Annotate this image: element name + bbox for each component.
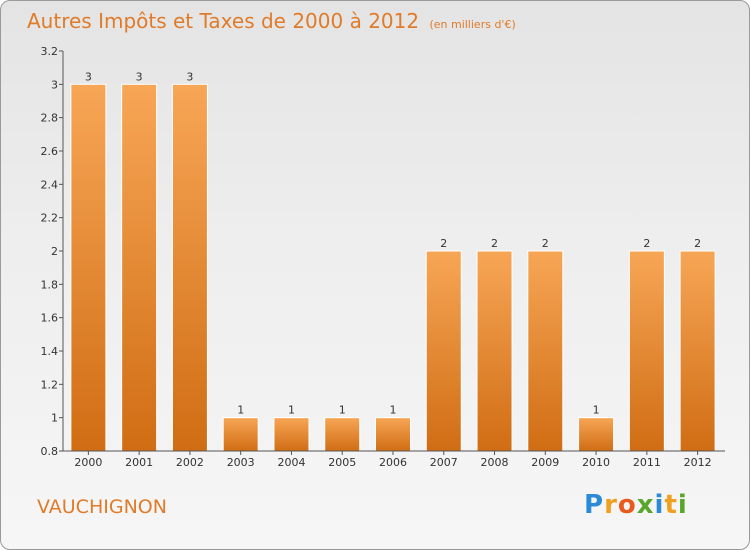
bar [476, 250, 513, 452]
logo-letter: x [636, 490, 655, 520]
x-tick-label: 2005 [328, 456, 356, 469]
x-tick-label: 2008 [481, 456, 509, 469]
y-tick-label: 0.8 [41, 445, 59, 458]
chart-subtitle: (en milliers d'€) [429, 18, 516, 31]
x-tick-label: 2011 [633, 456, 661, 469]
y-tick-label: 1.6 [41, 312, 59, 325]
y-tick-label: 1.4 [41, 345, 59, 358]
bar [273, 417, 310, 452]
logo-letter: t [664, 490, 678, 520]
data-label: 1 [339, 404, 346, 417]
bar [70, 83, 107, 452]
logo-letter: o [617, 490, 637, 520]
data-label: 2 [542, 237, 549, 250]
data-label: 2 [643, 237, 650, 250]
chart-title: Autres Impôts et Taxes de 2000 à 2012 (e… [27, 9, 516, 33]
x-tick-label: 2010 [582, 456, 610, 469]
data-label: 2 [694, 237, 701, 250]
x-tick-label: 2003 [227, 456, 255, 469]
chart-title-text: Autres Impôts et Taxes de 2000 à 2012 [27, 9, 420, 33]
axes-group: 2000 2001 2002 2003 2004 2005 2006 2007 2008 2009… [41, 45, 725, 469]
logo-letter: i [677, 490, 688, 520]
logo-letter: i [654, 490, 665, 520]
x-tick-label: 2006 [379, 456, 407, 469]
x-tick-label: 2009 [531, 456, 559, 469]
y-tick-label: 1.2 [41, 378, 59, 391]
logo-letter: P [584, 490, 605, 520]
bar [425, 250, 462, 452]
y-tick-label: 3 [51, 78, 58, 91]
data-label: 1 [593, 404, 600, 417]
x-tick-label: 2001 [125, 456, 153, 469]
bar [324, 417, 361, 452]
bar [171, 83, 208, 452]
bar [679, 250, 716, 452]
x-tick-label: 2004 [277, 456, 305, 469]
x-tick-label: 2000 [74, 456, 102, 469]
y-tick-label: 2.8 [41, 112, 59, 125]
x-tick-label: 2012 [684, 456, 712, 469]
data-label: 1 [288, 404, 295, 417]
y-tick-label: 1.8 [41, 278, 59, 291]
bar [375, 417, 411, 452]
y-tick-label: 3.2 [41, 45, 59, 58]
data-label: 1 [237, 404, 244, 417]
x-tick-label: 2007 [430, 456, 458, 469]
bars-group: 3 3 3 1 1 1 1 2 2 2 1 2 2 [70, 70, 716, 452]
data-label: 2 [440, 237, 447, 250]
y-tick-label: 1 [51, 412, 58, 425]
bar [628, 250, 665, 452]
bar [121, 83, 158, 452]
bar [527, 250, 564, 452]
data-label: 3 [85, 70, 92, 83]
data-label: 3 [186, 70, 193, 83]
data-label: 1 [390, 404, 397, 417]
bar [578, 417, 615, 452]
y-tick-label: 2.6 [41, 145, 59, 158]
data-label: 2 [491, 237, 498, 250]
bar [222, 417, 259, 452]
y-tick-label: 2.4 [41, 178, 59, 191]
data-label: 3 [136, 70, 143, 83]
logo-letter: r [604, 490, 618, 520]
y-tick-label: 2 [51, 245, 58, 258]
commune-name: VAUCHIGNON [37, 496, 167, 518]
x-tick-label: 2002 [176, 456, 204, 469]
y-tick-label: 2.2 [41, 212, 59, 225]
proxiti-logo[interactable]: Proxiti [584, 490, 688, 520]
